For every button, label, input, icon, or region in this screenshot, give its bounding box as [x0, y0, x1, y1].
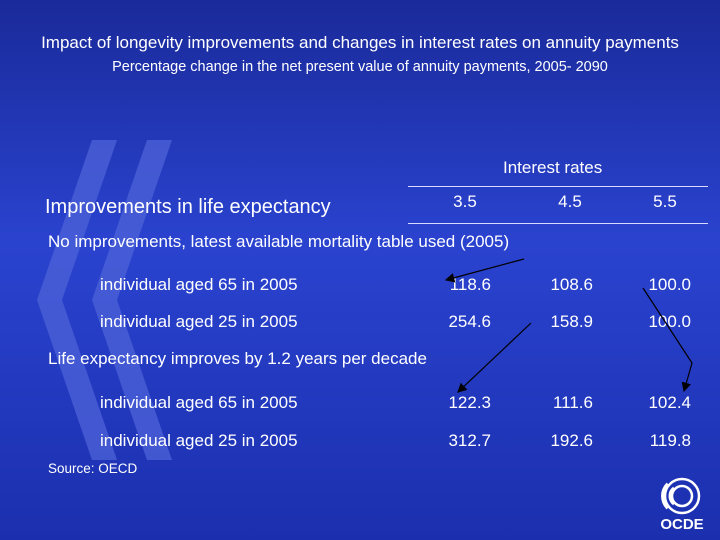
- table-cell: 108.6: [550, 275, 593, 294]
- oecd-logo: OCDE: [660, 477, 704, 533]
- oecd-chevron-watermark: [37, 140, 172, 460]
- table-cell: 102.4: [648, 393, 691, 412]
- slide-title: Impact of longevity improvements and cha…: [41, 33, 679, 52]
- table-cell: 119.8: [649, 431, 691, 450]
- rate-header-1: 3.5: [453, 192, 477, 211]
- arrow-icon: [457, 322, 532, 393]
- slide-subtitle: Percentage change in the net present val…: [112, 59, 608, 75]
- svg-text:OCDE: OCDE: [660, 516, 703, 533]
- rate-header-3: 5.5: [653, 192, 677, 211]
- header-divider-bottom: [408, 223, 708, 224]
- table-cell: 158.9: [550, 312, 593, 331]
- section-heading-no-improvements: No improvements, latest available mortal…: [48, 232, 510, 251]
- life-expectancy-header: Improvements in life expectancy: [45, 196, 331, 218]
- table-cell: 122.3: [448, 393, 491, 412]
- table-cell: 312.7: [448, 431, 491, 450]
- row-label: individual aged 25 in 2005: [100, 431, 298, 450]
- table-cell: 100.0: [648, 275, 691, 294]
- interest-rates-label: Interest rates: [503, 158, 603, 177]
- section-heading-life-expectancy-improves: Life expectancy improves by 1.2 years pe…: [48, 349, 427, 368]
- row-label: individual aged 65 in 2005: [100, 393, 298, 412]
- row-label: individual aged 65 in 2005: [100, 275, 298, 294]
- rate-header-2: 4.5: [558, 192, 582, 211]
- table-cell: 254.6: [448, 312, 491, 331]
- table-cell: 100.0: [648, 312, 691, 331]
- table-cell: 118.6: [449, 275, 491, 294]
- table-cell: 111.6: [552, 393, 593, 412]
- row-label: individual aged 25 in 2005: [100, 312, 298, 331]
- source-note: Source: OECD: [48, 461, 138, 476]
- table-cell: 192.6: [550, 431, 593, 450]
- header-divider-top: [408, 186, 708, 187]
- arrow-icon: [642, 287, 693, 393]
